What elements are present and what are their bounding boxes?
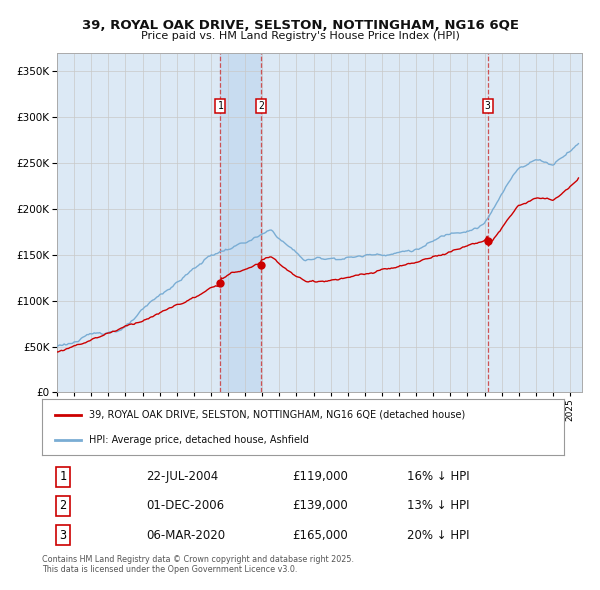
Text: 39, ROYAL OAK DRIVE, SELSTON, NOTTINGHAM, NG16 6QE: 39, ROYAL OAK DRIVE, SELSTON, NOTTINGHAM…	[82, 19, 518, 32]
Text: 3: 3	[485, 101, 491, 111]
Text: 1: 1	[217, 101, 223, 111]
Text: HPI: Average price, detached house, Ashfield: HPI: Average price, detached house, Ashf…	[89, 435, 309, 445]
Text: 06-MAR-2020: 06-MAR-2020	[146, 529, 226, 542]
Text: £119,000: £119,000	[293, 470, 349, 483]
Text: 20% ↓ HPI: 20% ↓ HPI	[407, 529, 470, 542]
Text: 2: 2	[258, 101, 264, 111]
Text: 16% ↓ HPI: 16% ↓ HPI	[407, 470, 470, 483]
Bar	[220, 53, 261, 392]
Text: 39, ROYAL OAK DRIVE, SELSTON, NOTTINGHAM, NG16 6QE (detached house): 39, ROYAL OAK DRIVE, SELSTON, NOTTINGHAM…	[89, 409, 465, 419]
Text: 3: 3	[59, 529, 67, 542]
Text: 2: 2	[59, 499, 67, 513]
Text: £165,000: £165,000	[293, 529, 349, 542]
Text: 01-DEC-2006: 01-DEC-2006	[146, 499, 224, 513]
Text: £139,000: £139,000	[293, 499, 349, 513]
Text: 1: 1	[59, 470, 67, 483]
Text: Contains HM Land Registry data © Crown copyright and database right 2025.
This d: Contains HM Land Registry data © Crown c…	[42, 555, 354, 574]
Text: 13% ↓ HPI: 13% ↓ HPI	[407, 499, 470, 513]
Text: 22-JUL-2004: 22-JUL-2004	[146, 470, 218, 483]
Text: Price paid vs. HM Land Registry's House Price Index (HPI): Price paid vs. HM Land Registry's House …	[140, 31, 460, 41]
